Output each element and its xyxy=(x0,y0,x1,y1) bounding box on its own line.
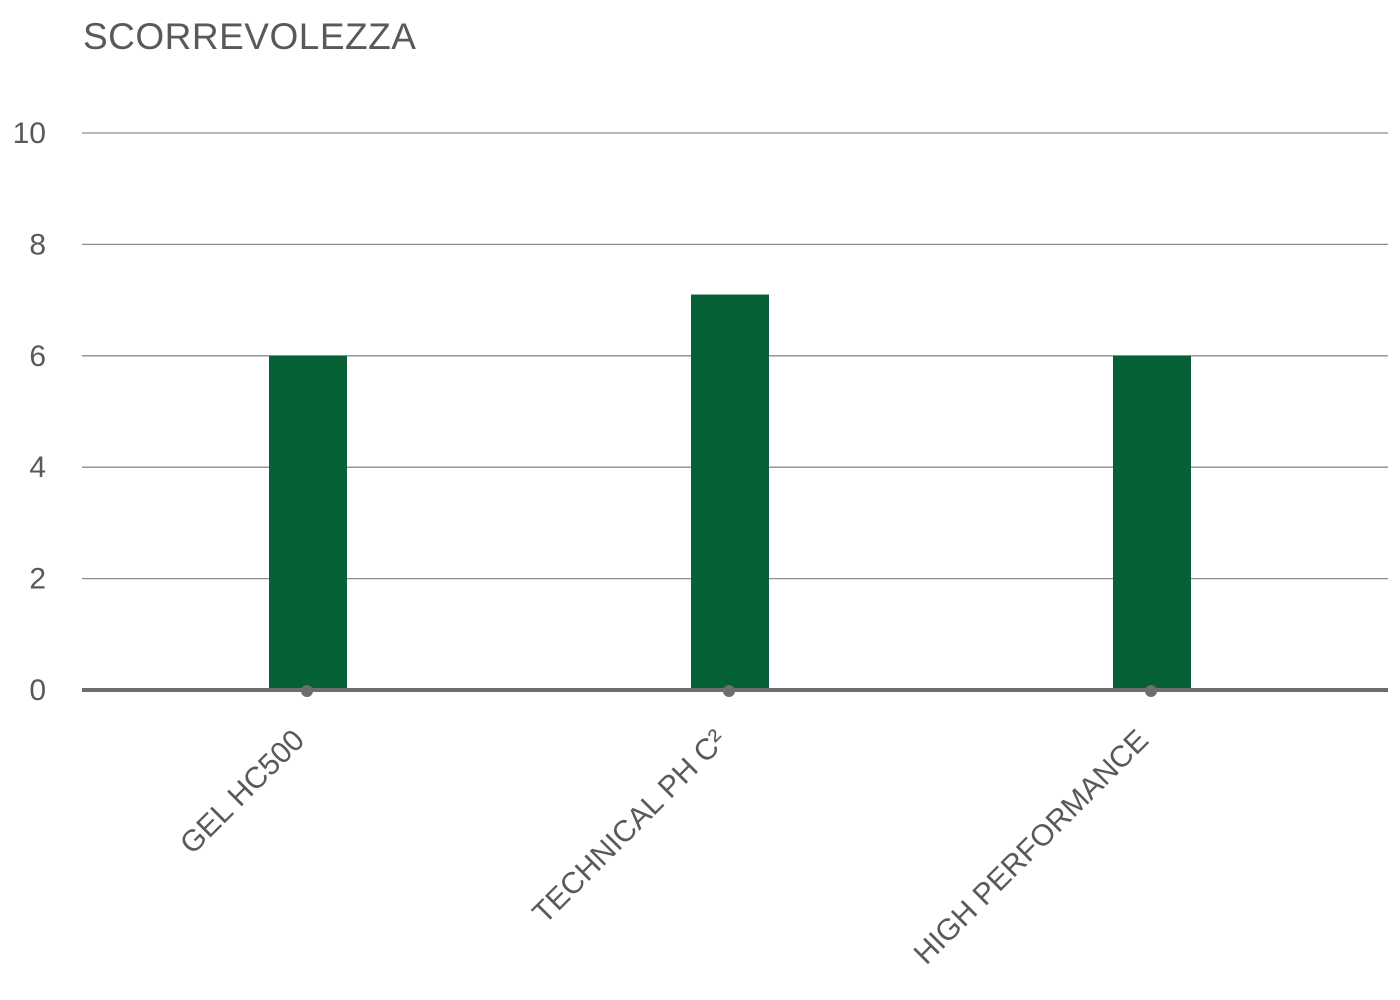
category-marker xyxy=(723,685,735,697)
category-marker xyxy=(301,685,313,697)
y-tick-label: 6 xyxy=(29,340,46,373)
bar xyxy=(1113,355,1191,690)
y-tick-label: 2 xyxy=(29,563,46,596)
y-tick-label: 8 xyxy=(29,228,46,261)
x-axis-labels: GEL HC500 TECHNICAL PH C² HIGH PERFORMANCE xyxy=(174,724,1155,971)
y-tick-label: 4 xyxy=(29,451,46,484)
chart-title: SCORREVOLEZZA xyxy=(83,16,417,57)
y-tick-label: 0 xyxy=(29,674,46,707)
x-tick-label: HIGH PERFORMANCE xyxy=(908,724,1155,971)
category-marker xyxy=(1145,685,1157,697)
y-axis-ticks: 0 2 4 6 8 10 xyxy=(13,117,46,707)
x-tick-label: TECHNICAL PH C² xyxy=(527,724,733,930)
y-tick-label: 10 xyxy=(13,117,46,150)
x-tick-label: GEL HC500 xyxy=(174,724,311,861)
category-markers xyxy=(301,685,1157,697)
bars xyxy=(269,294,1191,690)
bar xyxy=(691,294,769,690)
bar xyxy=(269,355,347,690)
